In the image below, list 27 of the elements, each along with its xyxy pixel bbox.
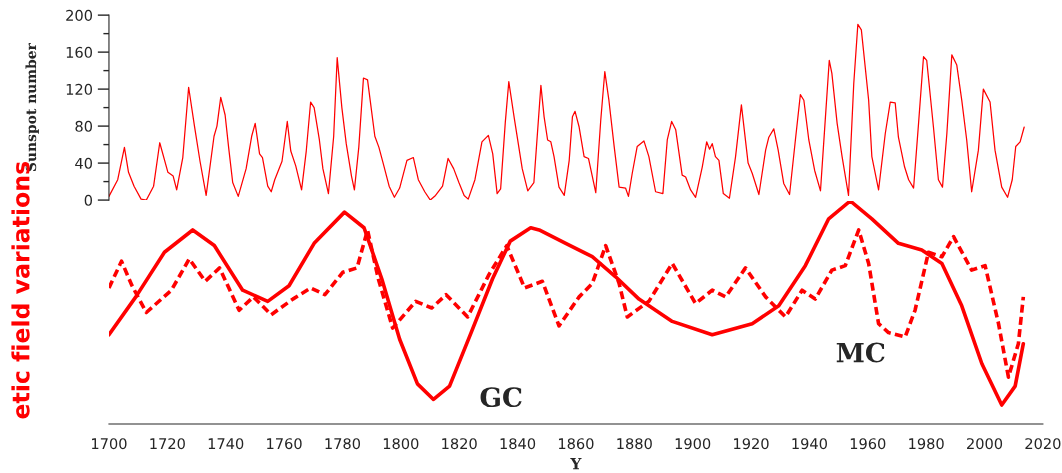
x-tick-label: 1740 bbox=[208, 438, 244, 450]
x-tick-label: 1780 bbox=[325, 438, 361, 450]
y-tick-label: 0 bbox=[84, 194, 93, 206]
x-tick-label: 1980 bbox=[909, 438, 944, 450]
y-tick-label: 200 bbox=[66, 9, 93, 21]
x-tick-label: 1700 bbox=[92, 438, 127, 450]
x-tick-label: 1860 bbox=[558, 438, 594, 450]
x-tick-label: 2020 bbox=[1025, 438, 1061, 450]
x-tick-label: 1880 bbox=[617, 438, 652, 450]
x-tick-label: 1760 bbox=[267, 438, 302, 450]
x-tick-label: 1960 bbox=[850, 438, 886, 450]
x-tick-label: 1720 bbox=[150, 438, 185, 450]
y-tick-label: 40 bbox=[75, 157, 93, 169]
y-tick-label: 80 bbox=[75, 120, 93, 132]
x-tick-label: 1820 bbox=[442, 438, 477, 450]
x-tick-label: 1900 bbox=[675, 438, 711, 450]
x-tick-label: 2000 bbox=[967, 438, 1003, 450]
x-tick-label: 1920 bbox=[734, 438, 769, 450]
annotation: MC bbox=[836, 342, 885, 363]
y-tick-label: 120 bbox=[66, 83, 93, 95]
annotation: GC bbox=[480, 387, 522, 408]
x-tick-label: 1800 bbox=[383, 438, 419, 450]
x-tick-label: 1840 bbox=[500, 438, 536, 450]
x-tick-label: 1940 bbox=[792, 438, 827, 450]
line-series bbox=[108, 23, 1025, 201]
y-tick-label: 160 bbox=[66, 46, 93, 58]
x-axis-title: Y bbox=[570, 458, 582, 470]
